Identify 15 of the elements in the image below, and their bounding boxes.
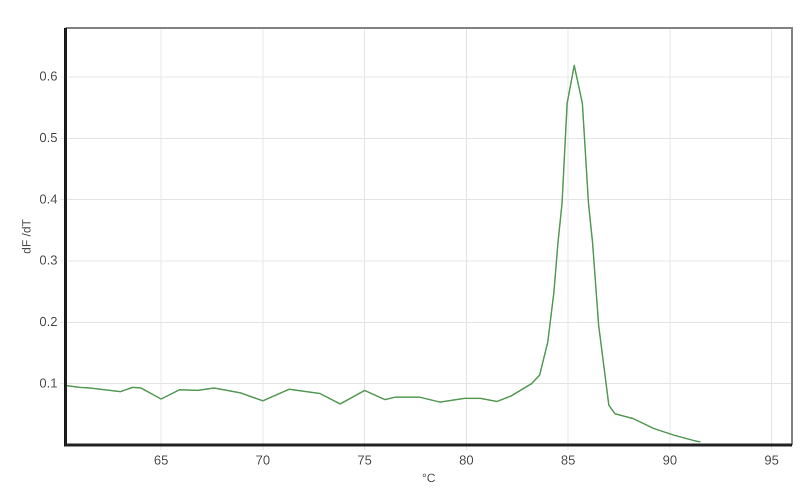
y-tick-label: 0.6 [39,68,58,84]
x-tick-label: 75 [357,452,372,468]
y-tick-label: 0.5 [39,130,58,145]
y-tick-label: 0.2 [39,314,58,329]
x-tick-label: 65 [154,452,168,468]
x-tick-label: 90 [662,452,678,468]
y-axis-title: dF /dT [20,218,34,254]
x-tick-label: 80 [459,452,474,468]
y-tick-label: 0.4 [39,191,58,206]
x-tick-label: 95 [764,452,779,468]
y-tick-label: 0.1 [39,375,58,390]
x-tick-label: 85 [560,452,576,468]
x-tick-label: 70 [256,452,270,468]
y-tick-label: 0.3 [39,252,58,268]
x-axis-title: °C [422,471,436,486]
